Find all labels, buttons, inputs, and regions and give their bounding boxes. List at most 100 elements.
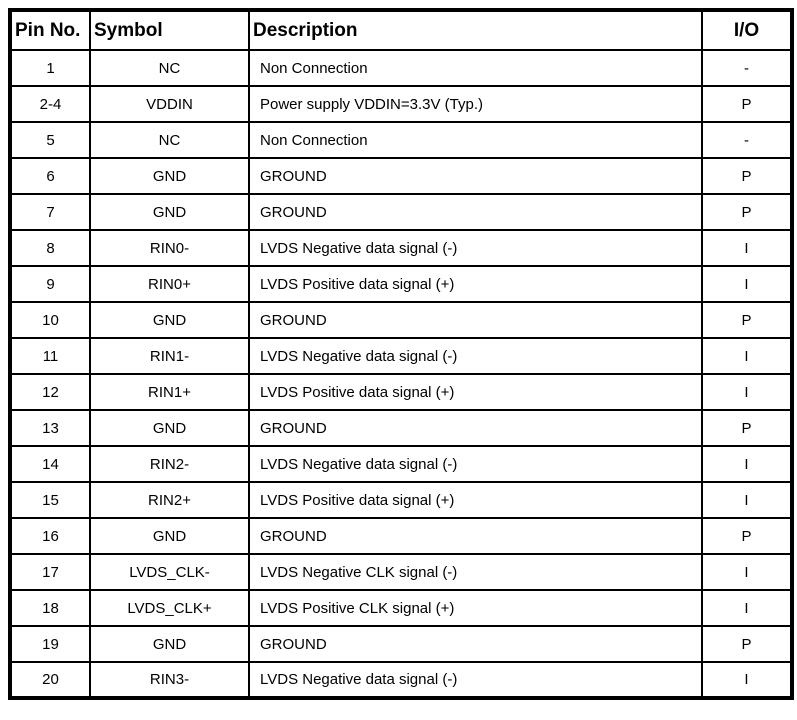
cell-symbol: LVDS_CLK- [89,553,250,591]
table-row: 11 RIN1- LVDS Negative data signal (-) I [9,337,793,375]
cell-io: P [701,625,793,663]
cell-description: GROUND [248,301,703,339]
cell-io: I [701,337,793,375]
cell-io: I [701,661,793,699]
cell-description: LVDS Negative data signal (-) [248,445,703,483]
cell-pin-no: 20 [9,661,91,699]
cell-pin-no: 7 [9,193,91,231]
cell-pin-no: 11 [9,337,91,375]
cell-symbol: GND [89,157,250,195]
cell-description: LVDS Positive CLK signal (+) [248,589,703,627]
table-row: 14 RIN2- LVDS Negative data signal (-) I [9,445,793,483]
cell-description: LVDS Positive data signal (+) [248,373,703,411]
col-header-description: Description [248,9,703,51]
cell-symbol: RIN1- [89,337,250,375]
table-row: 15 RIN2+ LVDS Positive data signal (+) I [9,481,793,519]
table-row: 17 LVDS_CLK- LVDS Negative CLK signal (-… [9,553,793,591]
cell-symbol: RIN2+ [89,481,250,519]
cell-io: P [701,193,793,231]
table-row: 1 NC Non Connection - [9,49,793,87]
table-row: 7 GND GROUND P [9,193,793,231]
cell-description: LVDS Negative CLK signal (-) [248,553,703,591]
cell-pin-no: 19 [9,625,91,663]
cell-symbol: RIN0- [89,229,250,267]
cell-io: I [701,373,793,411]
cell-pin-no: 2-4 [9,85,91,123]
table-row: 8 RIN0- LVDS Negative data signal (-) I [9,229,793,267]
cell-io: I [701,229,793,267]
cell-description: Non Connection [248,49,703,87]
cell-symbol: NC [89,121,250,159]
cell-io: - [701,49,793,87]
cell-io: P [701,409,793,447]
cell-pin-no: 16 [9,517,91,555]
cell-description: LVDS Negative data signal (-) [248,661,703,699]
cell-pin-no: 10 [9,301,91,339]
cell-pin-no: 1 [9,49,91,87]
pin-assignment-table: Pin No. Symbol Description I/O 1 NC Non … [8,8,794,700]
table-row: 12 RIN1+ LVDS Positive data signal (+) I [9,373,793,411]
cell-io: P [701,517,793,555]
cell-pin-no: 13 [9,409,91,447]
table-row: 2-4 VDDIN Power supply VDDIN=3.3V (Typ.)… [9,85,793,123]
cell-description: GROUND [248,517,703,555]
cell-description: LVDS Negative data signal (-) [248,337,703,375]
cell-symbol: RIN3- [89,661,250,699]
table-body: 1 NC Non Connection - 2-4 VDDIN Power su… [9,49,793,699]
cell-description: Power supply VDDIN=3.3V (Typ.) [248,85,703,123]
cell-description: LVDS Negative data signal (-) [248,229,703,267]
cell-description: LVDS Positive data signal (+) [248,481,703,519]
table-row: 13 GND GROUND P [9,409,793,447]
cell-io: I [701,589,793,627]
cell-pin-no: 14 [9,445,91,483]
cell-symbol: RIN1+ [89,373,250,411]
cell-io: P [701,85,793,123]
cell-pin-no: 17 [9,553,91,591]
table-row: 9 RIN0+ LVDS Positive data signal (+) I [9,265,793,303]
table-header: Pin No. Symbol Description I/O [9,9,793,51]
cell-pin-no: 18 [9,589,91,627]
cell-pin-no: 6 [9,157,91,195]
cell-io: I [701,445,793,483]
cell-io: I [701,265,793,303]
header-row: Pin No. Symbol Description I/O [9,9,793,51]
cell-pin-no: 8 [9,229,91,267]
cell-description: GROUND [248,193,703,231]
cell-symbol: GND [89,625,250,663]
cell-pin-no: 12 [9,373,91,411]
cell-symbol: GND [89,193,250,231]
cell-symbol: GND [89,301,250,339]
cell-io: I [701,553,793,591]
cell-io: - [701,121,793,159]
table-row: 19 GND GROUND P [9,625,793,663]
cell-pin-no: 9 [9,265,91,303]
col-header-pin-no: Pin No. [9,9,91,51]
cell-description: GROUND [248,409,703,447]
table-row: 18 LVDS_CLK+ LVDS Positive CLK signal (+… [9,589,793,627]
cell-description: Non Connection [248,121,703,159]
cell-symbol: GND [89,517,250,555]
cell-symbol: RIN0+ [89,265,250,303]
pin-table-container: Pin No. Symbol Description I/O 1 NC Non … [8,8,794,700]
col-header-symbol: Symbol [89,9,250,51]
table-row: 5 NC Non Connection - [9,121,793,159]
cell-symbol: VDDIN [89,85,250,123]
cell-pin-no: 5 [9,121,91,159]
cell-io: I [701,481,793,519]
table-row: 10 GND GROUND P [9,301,793,339]
table-row: 20 RIN3- LVDS Negative data signal (-) I [9,661,793,699]
cell-description: LVDS Positive data signal (+) [248,265,703,303]
cell-symbol: LVDS_CLK+ [89,589,250,627]
table-row: 16 GND GROUND P [9,517,793,555]
cell-io: P [701,301,793,339]
cell-pin-no: 15 [9,481,91,519]
cell-description: GROUND [248,625,703,663]
cell-symbol: NC [89,49,250,87]
table-row: 6 GND GROUND P [9,157,793,195]
cell-symbol: GND [89,409,250,447]
cell-symbol: RIN2- [89,445,250,483]
col-header-io: I/O [701,9,793,51]
cell-io: P [701,157,793,195]
cell-description: GROUND [248,157,703,195]
